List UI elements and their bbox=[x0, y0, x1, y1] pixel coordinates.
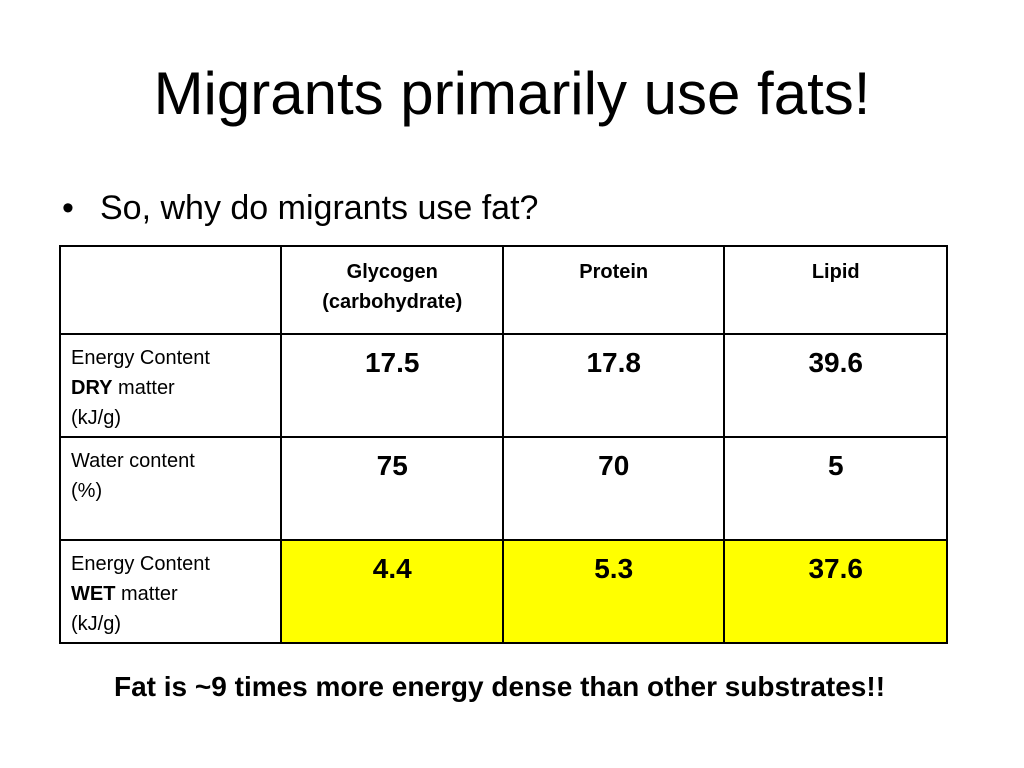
header-lipid: Lipid bbox=[723, 245, 948, 335]
cell-water-glycogen: 75 bbox=[280, 436, 504, 541]
slide-title: Migrants primarily use fats! bbox=[153, 60, 871, 127]
cell-wet-protein: 5.3 bbox=[501, 539, 726, 644]
cell-water-lipid: 5 bbox=[723, 436, 948, 541]
header-protein: Protein bbox=[501, 245, 726, 335]
table-header-row: Glycogen (carbohydrate) Protein Lipid bbox=[58, 245, 948, 335]
bullet-point: • So, why do migrants use fat? bbox=[62, 186, 538, 230]
row-label-dry: Energy Content DRY matter (kJ/g) bbox=[58, 333, 283, 438]
bullet-dot-icon: • bbox=[62, 189, 74, 227]
table-row-wet-energy: Energy Content WET matter (kJ/g) 4.4 5.3… bbox=[58, 539, 948, 644]
cell-water-protein: 70 bbox=[501, 436, 726, 541]
header-glycogen: Glycogen (carbohydrate) bbox=[280, 245, 504, 335]
header-glycogen-line1: Glycogen bbox=[346, 261, 438, 283]
cell-dry-protein: 17.8 bbox=[501, 333, 726, 438]
header-glycogen-line2: (carbohydrate) bbox=[322, 291, 463, 313]
corner-cell bbox=[58, 245, 283, 335]
bullet-text: So, why do migrants use fat? bbox=[100, 189, 539, 227]
energy-content-table: Glycogen (carbohydrate) Protein Lipid En… bbox=[58, 245, 948, 644]
row-label-wet: Energy Content WET matter (kJ/g) bbox=[58, 539, 283, 644]
cell-dry-glycogen: 17.5 bbox=[280, 333, 504, 438]
cell-wet-glycogen: 4.4 bbox=[280, 539, 504, 644]
cell-dry-lipid: 39.6 bbox=[723, 333, 948, 438]
table-row-dry-energy: Energy Content DRY matter (kJ/g) 17.5 17… bbox=[58, 333, 948, 438]
table-row-water-content: Water content (%) 75 70 5 bbox=[58, 436, 948, 541]
conclusion-text: Fat is ~9 times more energy dense than o… bbox=[114, 671, 886, 702]
cell-wet-lipid: 37.6 bbox=[723, 539, 948, 644]
row-label-water: Water content (%) bbox=[58, 436, 283, 541]
